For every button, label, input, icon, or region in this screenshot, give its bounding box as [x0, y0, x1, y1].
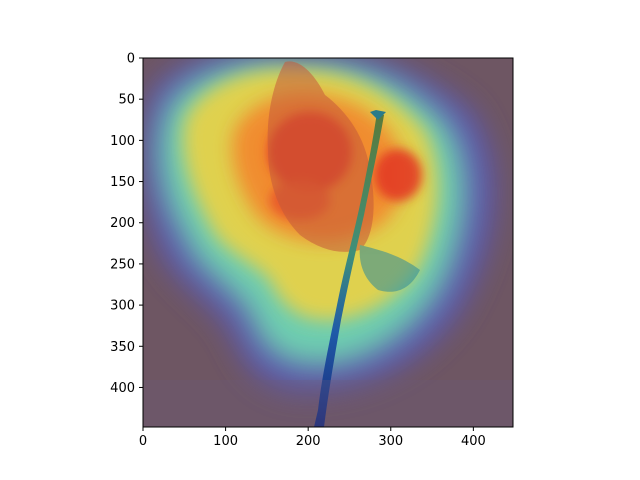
y-tick-label: 250 [110, 257, 135, 272]
image-bottom-wash [143, 380, 513, 427]
y-tick-label: 100 [110, 134, 135, 149]
axes: 0 100 200 300 400 0 50 100 150 200 250 300 350 400 [110, 52, 514, 449]
x-tick-label: 400 [461, 434, 486, 449]
x-tick-label: 200 [296, 434, 321, 449]
plot-frame [142, 57, 514, 428]
y-tick-label: 0 [127, 52, 135, 67]
y-tick-label: 400 [110, 381, 135, 396]
x-axis-ticks: 0 100 200 300 400 [139, 427, 486, 449]
bird-silhouette [267, 61, 420, 292]
y-tick-label: 200 [110, 216, 135, 231]
x-tick-label: 0 [139, 434, 147, 449]
x-tick-label: 300 [378, 434, 403, 449]
y-tick-label: 350 [110, 340, 135, 355]
y-axis-ticks: 0 50 100 150 200 250 300 350 400 [110, 52, 143, 396]
y-tick-label: 300 [110, 299, 135, 314]
y-tick-label: 150 [110, 175, 135, 190]
heatmap-image [143, 58, 513, 427]
x-tick-label: 100 [213, 434, 238, 449]
branch [314, 110, 386, 427]
y-tick-label: 50 [118, 93, 135, 108]
